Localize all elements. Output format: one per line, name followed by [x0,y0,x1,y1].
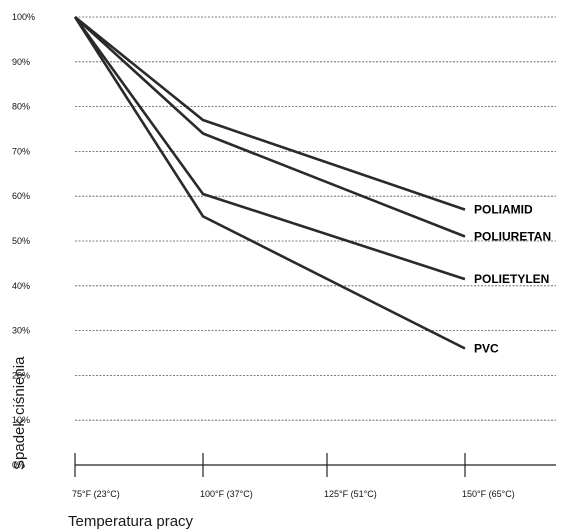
grid-lines [75,16,556,421]
series-label: POLIAMID [474,203,533,217]
x-tick-label: 150°F (65°C) [462,489,515,499]
y-tick-label: 70% [12,146,30,156]
series-line [74,16,466,238]
x-axis-title: Temperatura pracy [68,513,194,530]
series-labels: POLIAMID POLIURETAN POLIETYLEN PVC [474,203,551,356]
y-tick-labels: 0% 10% 20% 30% 40% 50% 60% 70% 80% 90% 100% [12,12,35,470]
y-tick-label: 10% [12,415,30,425]
series-line [74,15,466,211]
y-tick-label: 100% [12,12,35,22]
x-tick-label: 125°F (51°C) [324,489,377,499]
y-tick-label: 50% [12,236,30,246]
x-tick-label: 75°F (23°C) [72,489,120,499]
x-axis [74,453,556,477]
series-line [73,16,466,281]
series-lines [73,15,466,350]
y-axis-title: Spadek ciśnienia [11,356,28,470]
y-tick-label: 60% [12,191,30,201]
series-line [73,16,466,350]
series-label: PVC [474,342,499,356]
y-tick-label: 80% [12,102,30,112]
y-tick-label: 40% [12,281,30,291]
series-label: POLIETYLEN [474,272,549,286]
y-tick-label: 20% [12,370,30,380]
y-tick-label: 0% [12,460,25,470]
x-tick-labels: 75°F (23°C) 100°F (37°C) 125°F (51°C) 150°F… [72,489,515,499]
x-tick-label: 100°F (37°C) [200,489,253,499]
y-tick-label: 90% [12,57,30,67]
series-label: POLIURETAN [474,230,551,244]
y-tick-label: 30% [12,326,30,336]
